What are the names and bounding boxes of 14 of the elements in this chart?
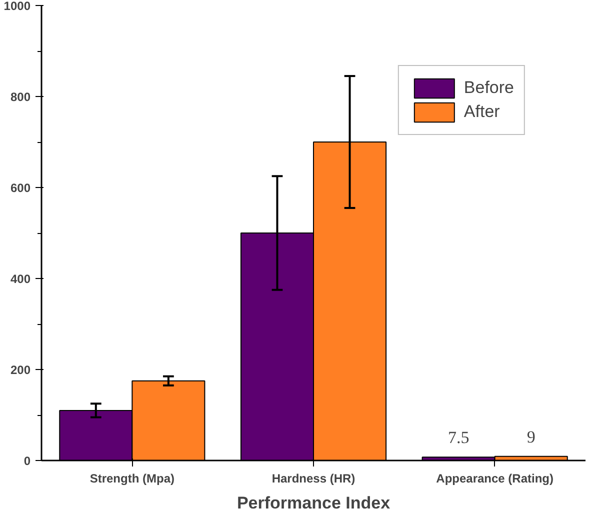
- y-tick-label: 400: [10, 272, 31, 286]
- legend-label: Before: [464, 78, 514, 98]
- y-tick-label: 200: [10, 363, 31, 377]
- y-tick-label: 0: [24, 454, 31, 468]
- x-tick-label: Strength (Mpa): [90, 472, 174, 486]
- data-label: 9: [526, 427, 536, 446]
- y-tick-label: 800: [10, 90, 31, 104]
- x-axis-title: Performance Index: [236, 494, 391, 512]
- y-tick-label: 600: [10, 181, 31, 195]
- x-tick-label: Appearance (Rating): [436, 472, 554, 486]
- x-tick-label: Hardness (HR): [272, 472, 356, 486]
- y-tick-label: 1000: [4, 0, 31, 13]
- data-label: 7.5: [448, 428, 470, 448]
- legend-label: After: [464, 102, 500, 122]
